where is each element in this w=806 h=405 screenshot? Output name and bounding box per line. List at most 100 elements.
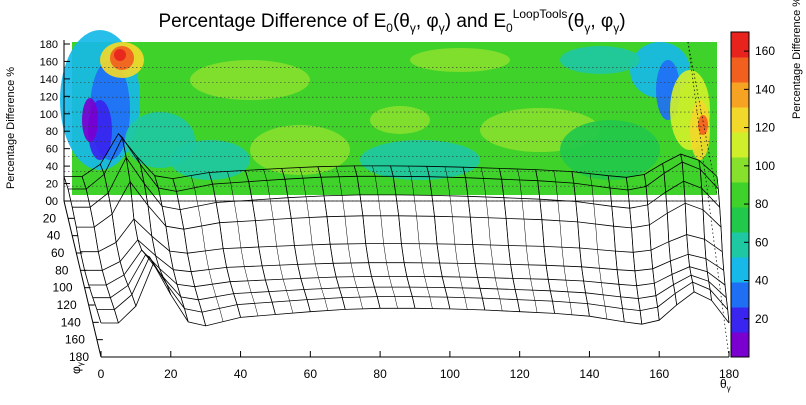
x-tick-label: 140 [579, 367, 599, 381]
surface-mesh-line [227, 171, 259, 317]
contour-region [370, 106, 430, 134]
x-axis-label: θγ [720, 377, 731, 393]
surface-phi-line [88, 249, 726, 288]
y-tick-label: 180 [69, 350, 89, 364]
chart-title: Percentage Difference of E0(θγ, φγ) and … [158, 7, 625, 35]
x-tick-label: 80 [373, 367, 387, 381]
colorbar-frame [730, 31, 750, 358]
colorbar-tick-label: 20 [755, 312, 769, 326]
surface-mesh-line [353, 165, 381, 309]
surface-mesh-line [63, 176, 102, 324]
contour-region [170, 140, 250, 180]
colorbar-tick-label: 140 [755, 82, 775, 96]
colorbar-segment [731, 182, 749, 208]
surface-mesh-line [698, 160, 712, 301]
surface-phi-line [92, 253, 727, 301]
surface-mesh-line [136, 155, 172, 295]
surface-mesh-line [299, 167, 329, 311]
surface-mesh-line [317, 166, 346, 310]
frame-right-edge [687, 41, 730, 358]
surface-mesh-line [263, 169, 294, 314]
surface-mesh-line [281, 168, 311, 312]
surface-mesh-line [408, 166, 433, 309]
colorbar-segment [731, 282, 749, 308]
contour-back-panel [60, 30, 717, 202]
surface-mesh-line [480, 167, 503, 311]
surface-theta-line [607, 175, 625, 322]
colorbar-segment [731, 57, 749, 83]
surface-mesh-line [535, 169, 555, 314]
surface-mesh-line [390, 165, 416, 309]
contour-region [360, 140, 480, 180]
y-tick-label: 140 [61, 315, 81, 329]
z-tick-label: 40 [46, 161, 58, 173]
y-tick-label: 80 [55, 263, 69, 277]
colorbar-tick-label: 60 [755, 235, 769, 249]
colorbar-tick-label: 160 [755, 44, 775, 58]
colorbar-segment [731, 257, 749, 283]
y-axis-label: φγ [69, 362, 85, 374]
colorbar-segment [731, 157, 749, 183]
z-tick-label: 60 [46, 144, 58, 156]
z-tick-label: 160 [40, 56, 58, 68]
contour-region [560, 46, 640, 74]
colorbar-label: Percentage Difference % [791, 0, 803, 119]
contour-region [560, 120, 660, 180]
y-tick-label: 20 [43, 211, 57, 225]
y-tick-label: 160 [65, 333, 85, 347]
y-tick-label: 40 [47, 229, 61, 243]
x-tick-label: 180 [719, 367, 739, 381]
colorbar-tick-label: 80 [755, 197, 769, 211]
colorbar-segment [731, 107, 749, 133]
colorbar-segment [731, 232, 749, 258]
surface-mesh-line [100, 164, 137, 307]
contour-region [82, 98, 98, 142]
x-tick-label: 40 [234, 367, 248, 381]
contour-region [190, 60, 310, 100]
surface-mesh-line [462, 167, 486, 311]
surface-mesh-line [716, 176, 730, 324]
surface-theta-line [154, 175, 189, 323]
colorbar-segment [731, 32, 749, 58]
contour-region [410, 48, 510, 72]
surface-mesh-line [372, 165, 398, 309]
y-axis-line [63, 200, 102, 358]
x-tick-label: 20 [164, 367, 178, 381]
surface-mesh-line [208, 172, 241, 318]
contour-region [114, 49, 126, 61]
surface-mesh-line [172, 178, 206, 326]
contour-region [250, 125, 350, 175]
contour-region [698, 115, 708, 135]
surface-mesh-line [499, 168, 520, 312]
colorbar-segment [731, 82, 749, 108]
y-tick-label: 100 [53, 281, 73, 295]
z-tick-label: 80 [46, 126, 58, 138]
z-tick-label: 120 [40, 91, 58, 103]
x-tick-label: 60 [304, 367, 318, 381]
surface-phi-line [84, 239, 724, 273]
z-tick-label: 20 [46, 179, 58, 191]
surface-mesh-line [426, 166, 451, 309]
surface-mesh-line [644, 174, 660, 321]
surface-mesh-line [335, 166, 363, 309]
surface-mesh-line [517, 168, 538, 313]
surface-phi-line [96, 256, 729, 313]
colorbar: 20 40 60 80 100 120 140 160 [730, 31, 775, 358]
colorbar-segment [731, 332, 749, 358]
x-tick-label: 120 [510, 367, 530, 381]
surface-mesh-line [245, 170, 276, 315]
plot-frame [63, 40, 730, 358]
colorbar-tick-label: 120 [755, 121, 775, 135]
z-axis-label: Percentage Difference % [5, 67, 17, 189]
y-tick-label: 120 [57, 298, 77, 312]
x-tick-label: 100 [440, 367, 460, 381]
x-tick-label: 160 [649, 367, 669, 381]
z-tick-label: 140 [40, 74, 58, 86]
x-tick-label: 0 [98, 367, 105, 381]
surface-mesh-line [154, 175, 189, 322]
surface-mesh-line [680, 154, 695, 292]
wireframe-surface [63, 133, 730, 327]
colorbar-segment [731, 207, 749, 233]
